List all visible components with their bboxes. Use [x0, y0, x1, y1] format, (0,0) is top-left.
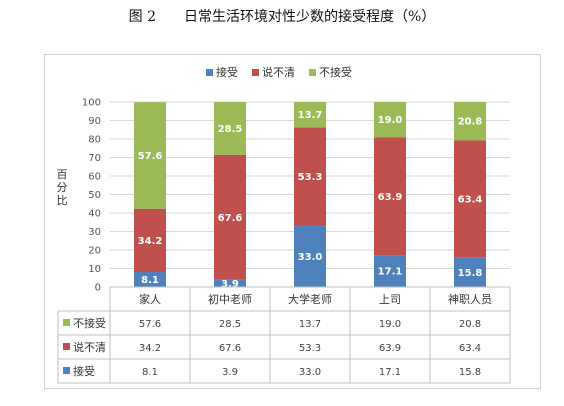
data-label: 3.9: [221, 279, 239, 290]
y-tick-label: 30: [88, 227, 101, 238]
table-cell: 53.3: [299, 343, 321, 354]
y-tick-label: 90: [88, 116, 101, 127]
data-label: 19.0: [378, 115, 403, 126]
bar-segment: [454, 257, 486, 287]
table-legend-swatch: [63, 367, 70, 374]
category-label: 上司: [379, 293, 401, 306]
table-cell: 57.6: [139, 319, 161, 330]
table-cell: 3.9: [222, 367, 238, 378]
bar-segment: [294, 127, 326, 226]
data-label: 28.5: [218, 124, 243, 135]
data-label: 20.8: [458, 117, 483, 128]
y-tick-label: 50: [88, 190, 101, 201]
bar-segment: [214, 154, 246, 280]
bar-segment: [454, 140, 486, 258]
y-tick-label: 60: [88, 172, 101, 183]
bar-segment: [134, 208, 166, 273]
y-tick-label: 0: [95, 283, 101, 294]
category-label: 神职人员: [448, 292, 492, 306]
chart-frame: [44, 54, 541, 389]
table-row-label: 接受: [73, 365, 95, 378]
legend-label: 接受: [216, 66, 238, 79]
data-label: 8.1: [141, 275, 159, 286]
legend-swatch: [206, 69, 213, 76]
data-label: 15.8: [458, 268, 483, 279]
data-label: 34.2: [138, 236, 163, 247]
category-label: 家人: [139, 292, 161, 306]
y-tick-label: 80: [88, 135, 101, 146]
bar-segment: [294, 225, 326, 287]
bar-segment: [134, 272, 166, 287]
category-label: 大学老师: [288, 292, 332, 306]
table-cell: 63.9: [379, 343, 401, 354]
table-cell: 15.8: [459, 367, 481, 378]
table-legend-swatch: [63, 319, 70, 326]
y-tick-label: 10: [88, 264, 101, 275]
data-label: 33.0: [298, 252, 323, 263]
y-tick-label: 40: [88, 209, 101, 220]
table-cell: 34.2: [139, 343, 161, 354]
data-label: 67.6: [218, 213, 243, 224]
bar-segment: [374, 137, 406, 256]
bar-segment: [454, 102, 486, 141]
bar-segment: [214, 102, 246, 155]
table-row-label: 不接受: [73, 317, 106, 330]
y-axis-label-char: 分: [57, 181, 68, 194]
y-tick-label: 20: [88, 246, 101, 257]
chart-title: 图 2 日常生活环境对性少数的接受程度（%）: [128, 9, 436, 25]
bar-segment: [294, 102, 326, 128]
table-cell: 33.0: [299, 367, 321, 378]
bar-segment: [374, 102, 406, 138]
data-label: 63.9: [378, 192, 403, 203]
table-cell: 8.1: [142, 367, 158, 378]
table-legend-swatch: [63, 343, 70, 350]
table-cell: 20.8: [459, 319, 481, 330]
table-cell: 19.0: [379, 319, 401, 330]
table-cell: 17.1: [379, 367, 401, 378]
data-label: 13.7: [298, 110, 323, 121]
y-axis-label-char: 百: [57, 168, 68, 181]
legend-label: 说不清: [262, 65, 295, 79]
legend-swatch: [309, 69, 316, 76]
bar-segment: [214, 279, 246, 287]
y-tick-label: 70: [88, 153, 101, 164]
legend-label: 不接受: [319, 66, 352, 79]
table-cell: 67.6: [219, 343, 241, 354]
data-label: 63.4: [458, 195, 483, 206]
category-label: 初中老师: [208, 292, 252, 306]
y-axis-label-char: 比: [57, 194, 68, 207]
table-row-label: 说不清: [73, 340, 106, 354]
table-cell: 63.4: [459, 343, 481, 354]
table-cell: 13.7: [299, 319, 321, 330]
bar-segment: [134, 102, 166, 209]
data-label: 17.1: [378, 267, 403, 278]
data-label: 57.6: [138, 151, 163, 162]
data-label: 53.3: [298, 172, 323, 183]
table-cell: 28.5: [219, 319, 241, 330]
bar-segment: [374, 255, 406, 287]
legend-swatch: [252, 69, 259, 76]
y-tick-label: 100: [82, 98, 101, 109]
